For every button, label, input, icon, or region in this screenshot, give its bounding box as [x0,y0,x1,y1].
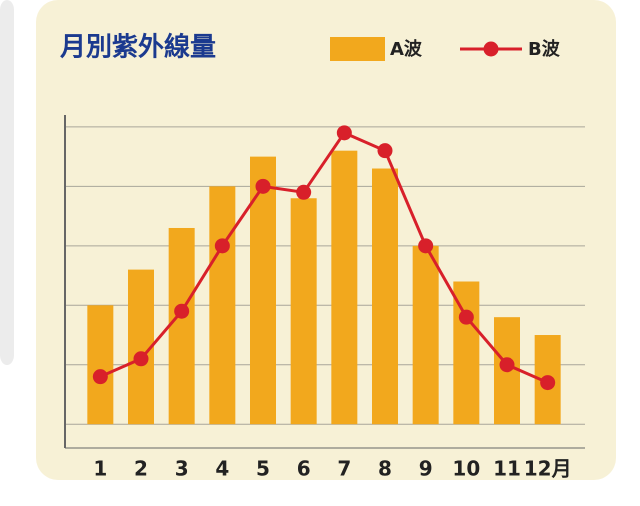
point [214,238,230,254]
x-tick-label: 5 [256,457,270,481]
chart-title: 月別紫外線量 [59,32,216,63]
bar [87,305,114,425]
point [296,184,312,200]
point [499,357,515,373]
bar [168,227,195,425]
bar [250,156,276,425]
x-tick-label: 4 [215,457,229,481]
bar [290,198,317,425]
bar [331,150,358,425]
point [377,143,393,159]
side-panel [0,0,14,365]
point [174,303,190,319]
x-tick-label: 2 [134,457,148,481]
x-tick-label: 9 [419,457,433,481]
point [255,178,271,194]
x-tick-label: 3 [175,457,189,481]
x-tick-label: 10 [452,457,480,481]
point [133,351,149,367]
x-tick-label: 8 [378,457,392,481]
point [540,375,556,391]
legend-label: B波 [528,38,561,60]
line [99,130,549,384]
legend-marker [483,41,499,57]
legend-swatch [330,37,385,61]
point [92,369,108,385]
point [418,238,434,254]
x-tick-label: 6 [297,457,311,481]
point [336,125,352,141]
x-tick-label: 1 [93,457,107,481]
chart-card [36,0,616,480]
x-tick-label: 12月 [524,457,572,481]
bar [372,168,398,425]
bar [412,245,439,425]
bar [453,281,480,425]
point [458,309,474,325]
x-tick-label: 7 [337,457,351,481]
legend-label: A波 [390,38,423,60]
x-tick-label: 11 [493,457,521,481]
bar [209,186,236,425]
